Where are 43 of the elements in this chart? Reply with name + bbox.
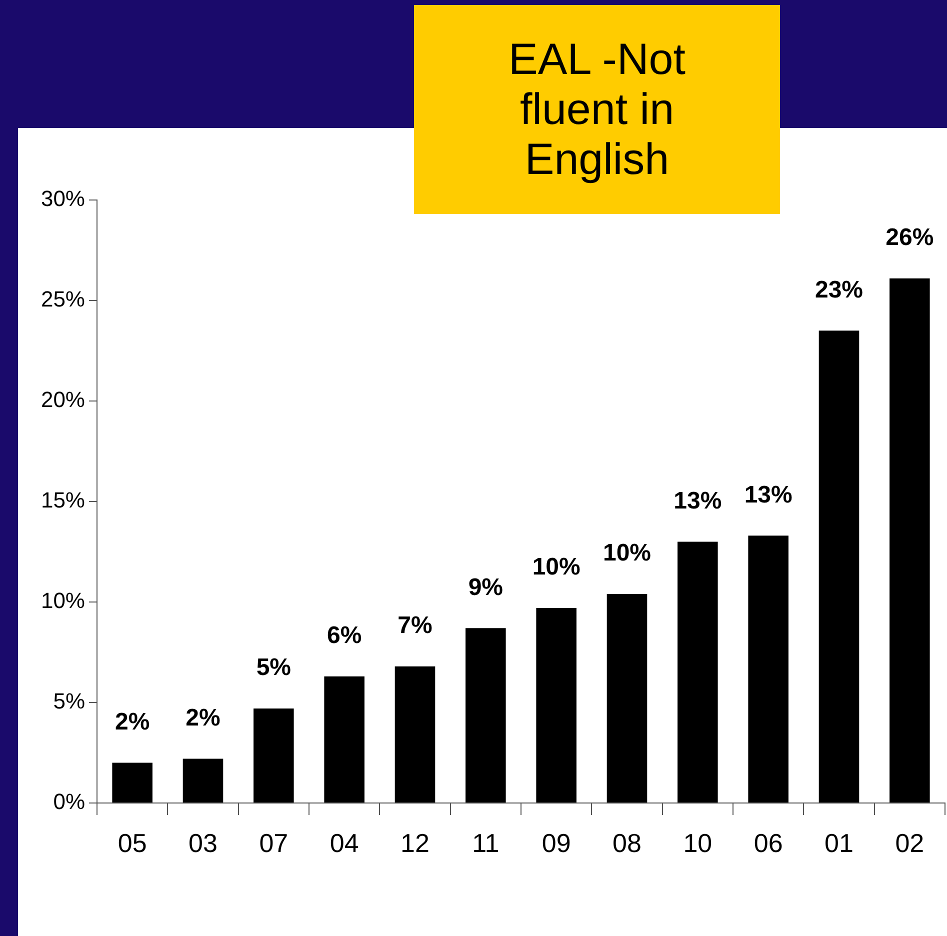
x-tick-label: 02 [895,828,924,858]
bar [324,676,364,802]
x-tick-label: 04 [330,828,359,858]
x-tick-label: 10 [683,828,712,858]
x-tick-label: 11 [472,828,500,858]
data-label: 13% [674,487,722,514]
data-label: 7% [398,612,432,639]
x-tick-label: 03 [188,828,218,858]
x-tick-label: 06 [754,828,783,858]
bar [394,666,436,802]
data-label: 2% [114,708,150,736]
data-label: 13% [744,481,792,508]
bar [112,762,152,802]
bar [678,542,718,802]
y-tick-label: 30% [40,186,85,212]
data-label: 23% [814,276,864,304]
bar [890,278,930,802]
bar [466,628,506,802]
y-tick-label: 0% [53,789,85,814]
x-tick-label: 01 [824,828,854,858]
bar [606,594,648,802]
bar [536,608,576,802]
y-tick-label: 5% [53,688,85,714]
x-tick-label: 08 [612,828,642,858]
x-tick-label: 05 [118,828,147,858]
data-label: 5% [256,654,292,682]
data-label: 10% [602,540,652,567]
data-label: 10% [532,554,580,581]
bar [182,758,224,802]
y-tick-label: 10% [40,588,85,614]
x-tick-label: 12 [400,828,430,858]
data-label: 6% [326,622,362,649]
bar [818,330,860,802]
y-tick-label: 15% [40,488,85,513]
bar [748,536,788,802]
bar [254,708,294,802]
data-label: 9% [468,574,504,601]
x-tick-label: 09 [542,828,571,858]
data-label: 2% [186,704,220,732]
data-label: 26% [886,224,934,252]
y-tick-label: 25% [40,286,85,312]
x-tick-label: 07 [259,828,288,858]
y-tick-label: 20% [40,387,85,412]
